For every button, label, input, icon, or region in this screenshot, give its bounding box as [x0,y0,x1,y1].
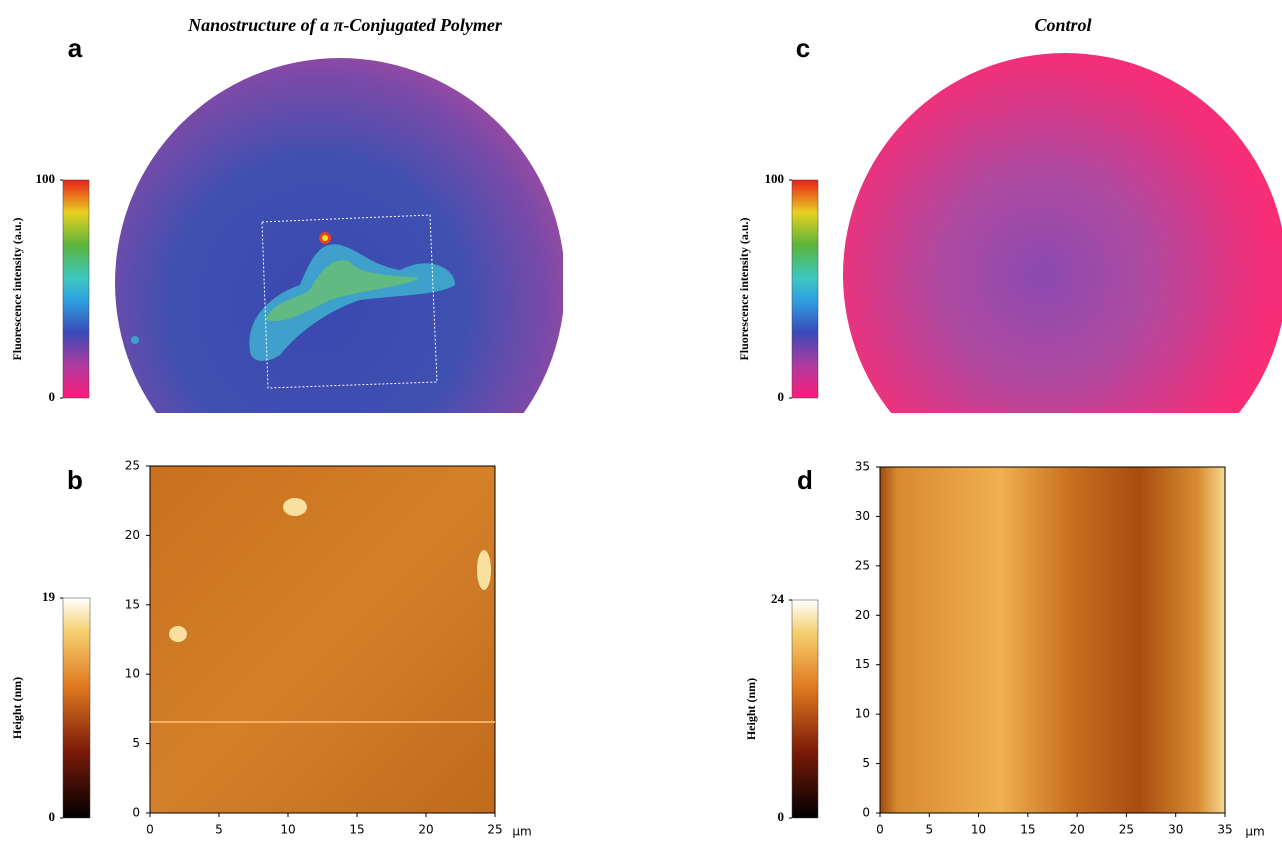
x-tick-label: 15 [349,823,364,837]
figure: a Nanostructure of a π-Conjugated Polymer… [0,0,1282,845]
y-tick-label: 5 [132,736,140,750]
y-tick-label: 0 [862,806,870,820]
y-tick-label: 10 [125,667,140,681]
panel-letter: c [796,33,810,63]
colorbar-label: Fluorescence intensity (a.u.) [10,217,24,360]
colorbar-label: Height (nm) [10,677,24,739]
colorbar [63,180,89,398]
colorbar [63,598,90,818]
y-tick-label: 15 [855,657,870,671]
colorbar-tick-label: 100 [36,171,56,186]
x-tick-label: 25 [1119,823,1134,837]
x-tick-label: 30 [1168,823,1183,837]
x-tick-label: 20 [1070,823,1085,837]
panel-title: Nanostructure of a π-Conjugated Polymer [187,15,503,35]
y-tick-label: 25 [125,459,140,473]
y-tick-label: 0 [132,806,140,820]
colorbar-tick-label: 19 [42,589,56,604]
x-tick-label: 35 [1217,823,1232,837]
panel-letter: d [797,465,813,495]
x-tick-label: 15 [1020,823,1035,837]
x-tick-label: 5 [215,823,223,837]
x-tick-label: 10 [280,823,295,837]
x-tick-label: 20 [418,823,433,837]
y-tick-label: 25 [855,558,870,572]
x-tick-label: 5 [925,823,933,837]
y-tick-label: 5 [862,756,870,770]
colorbar-tick-label: 24 [771,591,785,606]
panel-letter: b [67,465,83,495]
colorbar-label: Height (nm) [744,678,758,740]
axis-unit: μm [512,825,531,839]
afm-image-b [150,466,495,813]
panel-title: Control [1034,15,1091,35]
fluorescence-image-c [843,53,1282,497]
x-tick-label: 25 [487,823,502,837]
y-tick-label: 30 [855,509,870,523]
colorbar-tick-label: 100 [765,171,785,186]
colorbar-tick-label: 0 [49,389,56,404]
y-tick-label: 15 [125,597,140,611]
colorbar [792,180,818,398]
colorbar-label: Fluorescence intensity (a.u.) [737,217,751,360]
y-tick-label: 20 [855,608,870,622]
y-tick-label: 35 [855,460,870,474]
colorbar [792,600,818,818]
x-tick-label: 0 [876,823,884,837]
colorbar-tick-label: 0 [778,389,785,404]
y-tick-label: 20 [125,528,140,542]
axis-unit: μm [1245,825,1264,839]
colorbar-tick-label: 0 [778,809,785,824]
colorbar-tick-label: 0 [49,809,56,824]
fluorescence-image-a [115,58,565,508]
afm-image-d [880,467,1225,813]
panel-letter: a [68,33,83,63]
y-tick-label: 10 [855,707,870,721]
x-tick-label: 10 [971,823,986,837]
x-tick-label: 0 [146,823,154,837]
